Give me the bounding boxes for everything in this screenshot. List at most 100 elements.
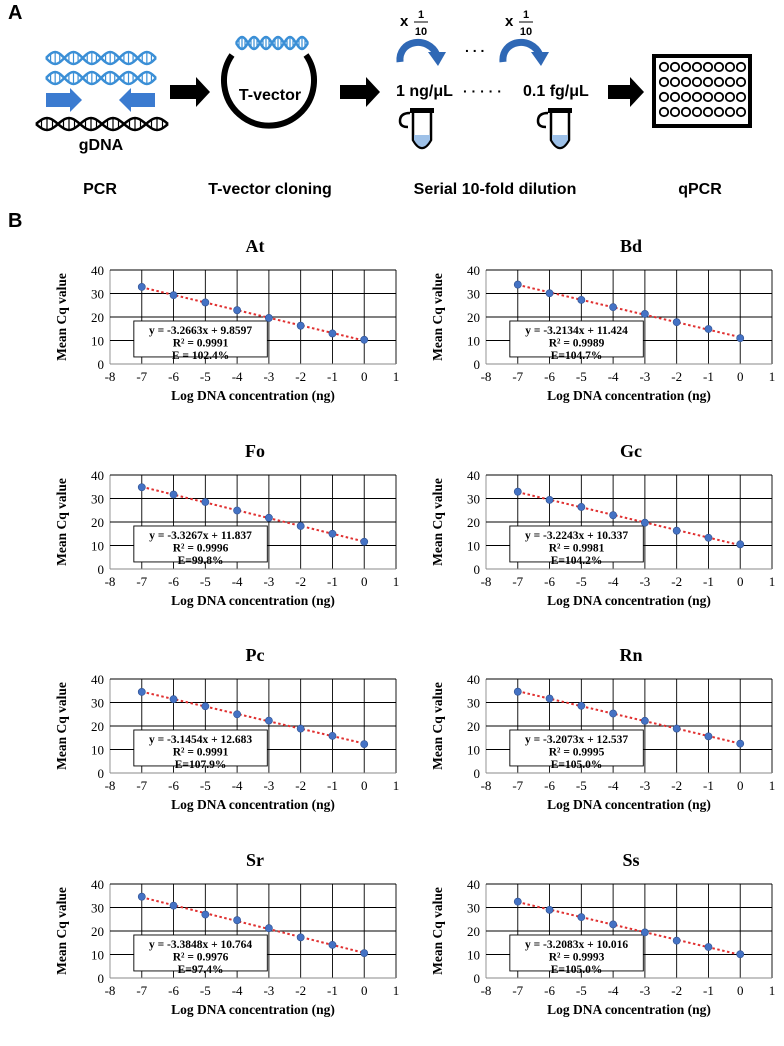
y-tick-label: 40	[91, 263, 104, 278]
y-tick-label: 20	[467, 515, 480, 530]
y-tick-label: 30	[91, 492, 104, 507]
y-tick-label: 30	[467, 901, 480, 916]
dilution-factor-numerator: 1	[523, 9, 529, 21]
y-tick-label: 10	[91, 948, 104, 963]
x-tick-label: -6	[168, 574, 179, 589]
x-tick-label: -4	[608, 778, 619, 793]
x-tick-label: -5	[576, 369, 587, 384]
x-tick-label: -8	[105, 778, 116, 793]
data-point	[360, 537, 369, 546]
equation-text: y = -3.2073x + 12.537	[525, 734, 628, 746]
y-axis-label: Mean Cq value	[54, 273, 69, 361]
y-tick-label: 30	[91, 287, 104, 302]
step-label-pcr: PCR	[83, 181, 117, 198]
data-point	[736, 739, 745, 748]
equation-box	[509, 934, 644, 972]
equation-box	[133, 525, 268, 563]
dilution-factor-prefix: x	[400, 13, 409, 30]
data-point	[704, 732, 713, 741]
dna-helix-icon	[45, 50, 157, 66]
efficiency-text: E=104.7%	[551, 350, 603, 362]
chart-title: Fo	[245, 441, 265, 461]
data-point	[513, 897, 522, 906]
data-point	[672, 724, 681, 733]
x-tick-label: -6	[544, 369, 555, 384]
step-label-dilution: Serial 10-fold dilution	[413, 181, 577, 198]
x-tick-label: -2	[671, 369, 682, 384]
data-point	[609, 709, 618, 718]
x-tick-label: 0	[737, 983, 744, 998]
x-tick-label: -2	[295, 778, 306, 793]
x-tick-label: -1	[327, 369, 338, 384]
data-point	[513, 487, 522, 496]
plate-well-icon	[691, 76, 703, 88]
x-tick-label: -3	[639, 369, 650, 384]
data-point	[704, 325, 713, 333]
x-tick-label: -6	[544, 574, 555, 589]
efficiency-text: E=107.9%	[175, 759, 227, 771]
plate-well-icon	[680, 106, 692, 118]
plate-well-icon	[691, 106, 703, 118]
plate-well-icon	[702, 76, 714, 88]
data-point	[296, 933, 305, 942]
right-arrow-icon	[340, 77, 380, 107]
y-tick-label: 40	[467, 877, 480, 892]
x-tick-label: -7	[136, 778, 147, 793]
equation-text: y = -3.3267x + 11.837	[149, 530, 252, 542]
data-point	[264, 314, 273, 322]
r-squared-text: R² = 0.9991	[173, 337, 229, 349]
curved-arrow-icon	[396, 38, 446, 66]
x-tick-label: -1	[703, 778, 714, 793]
plate-well-icon	[691, 61, 703, 73]
y-tick-label: 10	[467, 334, 480, 349]
x-tick-label: 1	[769, 778, 776, 793]
x-tick-label: -5	[200, 983, 211, 998]
y-axis-label: Mean Cq value	[54, 478, 69, 566]
data-point	[233, 916, 242, 925]
x-tick-label: -2	[295, 574, 306, 589]
x-tick-label: 0	[737, 574, 744, 589]
y-tick-label: 20	[91, 924, 104, 939]
x-tick-label: -1	[703, 369, 714, 384]
x-tick-label: -3	[639, 778, 650, 793]
data-point	[640, 518, 649, 527]
step-label-qpcr: qPCR	[678, 181, 722, 198]
data-point	[137, 483, 146, 492]
trendline	[517, 690, 741, 745]
data-point	[328, 731, 337, 740]
r-squared-text: R² = 0.9989	[549, 337, 605, 349]
plate-well-icon	[735, 76, 747, 88]
plate-well-icon	[680, 76, 692, 88]
y-axis-label: Mean Cq value	[54, 682, 69, 770]
equation-box	[133, 729, 268, 767]
y-tick-label: 30	[467, 492, 480, 507]
data-point	[169, 291, 178, 300]
y-tick-label: 20	[91, 310, 104, 325]
step-label-cloning: T-vector cloning	[208, 181, 332, 198]
x-tick-label: -7	[136, 574, 147, 589]
x-tick-label: -5	[200, 369, 211, 384]
data-point	[672, 318, 681, 327]
trendline	[141, 485, 365, 543]
x-tick-label: -2	[671, 983, 682, 998]
x-tick-label: 0	[361, 983, 368, 998]
efficiency-text: E=104.2%	[551, 555, 603, 567]
data-point	[640, 928, 649, 937]
plate-well-icon	[735, 61, 747, 73]
x-tick-label: -5	[576, 983, 587, 998]
trendline	[141, 690, 365, 745]
x-tick-label: -3	[263, 369, 274, 384]
concentration-dots: · · · · ·	[463, 83, 502, 99]
x-tick-label: -2	[671, 574, 682, 589]
x-tick-label: 1	[769, 574, 776, 589]
plate-well-icon	[724, 91, 736, 103]
data-point	[640, 310, 649, 318]
reverse-primer-arrow-icon	[119, 88, 155, 112]
y-tick-label: 0	[474, 971, 481, 986]
data-point	[296, 724, 305, 733]
plate-well-icon	[680, 91, 692, 103]
y-tick-label: 30	[91, 696, 104, 711]
x-tick-label: -1	[327, 778, 338, 793]
data-point	[360, 335, 369, 344]
x-tick-label: -8	[481, 574, 492, 589]
